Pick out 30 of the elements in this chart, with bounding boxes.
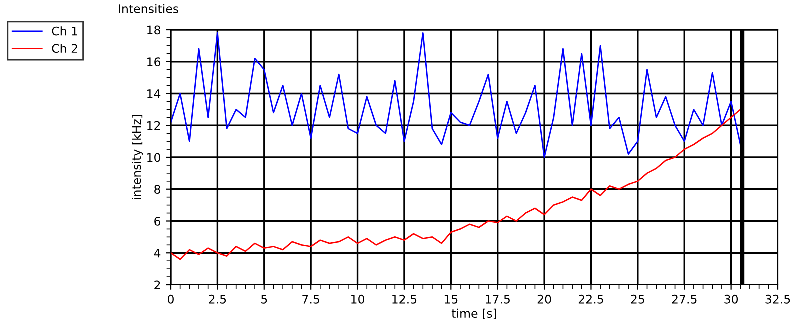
y-tick-label: 16: [148, 58, 161, 67]
x-tick-label: 5: [262, 295, 268, 304]
line-series: [171, 108, 742, 260]
y-tick-label: 12: [148, 121, 160, 130]
x-tick-label: 2.5: [209, 294, 226, 304]
y-axis-title: intensity [kHz]: [132, 115, 144, 200]
x-tick-label: 17.5: [486, 295, 510, 304]
legend-label: Ch 2: [52, 44, 78, 54]
y-tick-label: 4: [154, 249, 161, 258]
y-tick-label: 14: [148, 90, 161, 98]
x-tick-label: 30: [724, 294, 738, 304]
legend-label: Ch 1: [52, 26, 78, 36]
x-tick-label: 25: [631, 294, 644, 304]
x-tick-label: 10: [352, 294, 364, 304]
x-tick-label: 15: [444, 295, 458, 304]
x-tick-label: 27.5: [672, 294, 697, 304]
line-series: [171, 32, 742, 158]
chart-title: Intensities: [119, 4, 179, 14]
x-tick-label: 20: [538, 294, 552, 304]
y-tick-label: 18: [148, 26, 160, 35]
x-axis-title: time [s]: [452, 308, 496, 320]
y-tick-label: 10: [148, 153, 160, 162]
x-tick-label: 32.5: [766, 294, 790, 304]
x-tick-label: 22.5: [578, 294, 604, 304]
x-tick-label: 7.5: [302, 295, 320, 304]
y-tick-label: 8: [154, 185, 160, 194]
y-tick-label: 6: [154, 216, 161, 226]
x-tick-label: 0: [168, 294, 174, 304]
y-tick-label: 2: [154, 280, 160, 290]
x-tick-label: 12.5: [392, 294, 417, 304]
